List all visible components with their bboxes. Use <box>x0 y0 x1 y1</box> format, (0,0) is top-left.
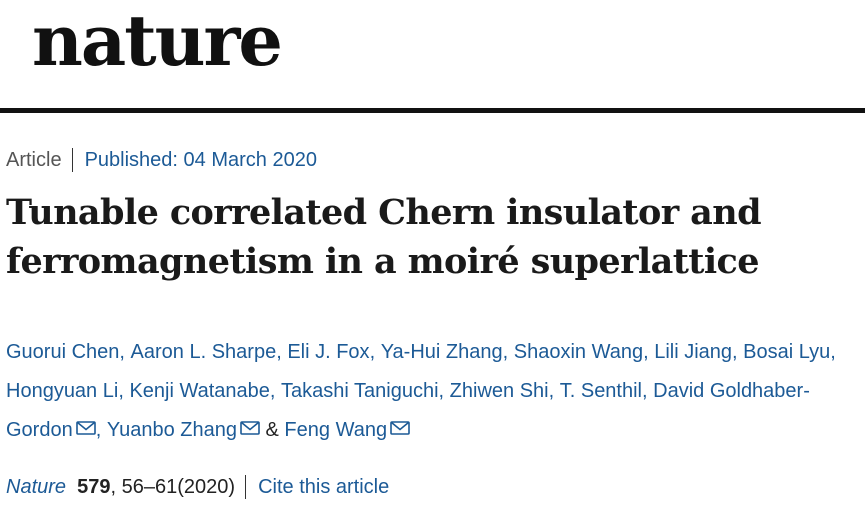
author-name[interactable]: Yuanbo Zhang <box>106 419 237 441</box>
article-type: Article <box>6 148 62 171</box>
journal-name[interactable]: Nature <box>6 475 67 498</box>
envelope-icon[interactable] <box>390 421 410 435</box>
author-name[interactable]: Ya-Hui Zhang <box>380 341 503 363</box>
author-separator: , <box>548 380 560 402</box>
author-separator: , <box>502 341 514 363</box>
author-item: Aaron L. Sharpe, <box>131 341 288 363</box>
author-separator: , <box>276 341 288 363</box>
author-item: Hongyuan Li, <box>6 380 129 402</box>
author-item: Zhiwen Shi, <box>450 380 560 402</box>
citation-divider <box>245 475 247 499</box>
meta-divider <box>71 148 73 172</box>
header-rule <box>0 108 865 113</box>
author-separator: , <box>269 380 282 402</box>
author-name[interactable]: Eli J. Fox <box>287 341 370 363</box>
author-item: Kenji Watanabe, <box>129 380 281 402</box>
author-separator: , <box>830 341 836 363</box>
author-separator: , <box>642 380 654 402</box>
cite-this-article-link[interactable]: Cite this article <box>258 475 390 498</box>
published-date: Published: 04 March 2020 <box>84 148 317 171</box>
author-item: Shaoxin Wang, <box>514 341 654 363</box>
author-item: Guorui Chen, <box>6 341 131 363</box>
author-separator: , <box>438 380 450 402</box>
author-name[interactable]: Kenji Watanabe <box>129 380 270 402</box>
author-item: T. Senthil, <box>560 380 653 402</box>
author-name[interactable]: Zhiwen Shi <box>449 380 549 402</box>
citation-line: Nature 579 , 56–61(2020) Cite this artic… <box>6 475 389 499</box>
author-name[interactable]: T. Senthil <box>559 380 642 402</box>
author-separator: , <box>95 419 107 441</box>
author-item: Feng Wang <box>284 419 410 441</box>
author-separator: , <box>119 341 131 363</box>
author-item: Yuanbo Zhang & <box>107 419 285 441</box>
author-item: Takashi Taniguchi, <box>281 380 450 402</box>
journal-volume: 579 <box>77 475 111 498</box>
author-name[interactable]: Shaoxin Wang <box>513 341 644 363</box>
author-separator: & <box>259 419 285 441</box>
author-item: Bosai Lyu, <box>743 341 836 363</box>
envelope-icon[interactable] <box>240 421 260 435</box>
journal-pages-year: , 56–61(2020) <box>110 475 236 498</box>
author-name[interactable]: Hongyuan Li <box>6 380 119 402</box>
author-item: Lili Jiang, <box>654 341 743 363</box>
author-name[interactable]: Guorui Chen <box>6 341 120 363</box>
author-separator: , <box>118 380 130 402</box>
article-meta: Article Published: 04 March 2020 <box>6 148 317 172</box>
envelope-icon[interactable] <box>75 421 96 435</box>
author-name[interactable]: Bosai Lyu <box>743 341 831 363</box>
author-name[interactable]: Takashi Taniguchi <box>281 380 439 402</box>
author-name[interactable]: Aaron L. Sharpe <box>130 341 277 363</box>
author-name[interactable]: Feng Wang <box>284 419 388 441</box>
author-item: Eli J. Fox, <box>287 341 380 363</box>
author-item: Ya-Hui Zhang, <box>381 341 514 363</box>
author-separator: , <box>643 341 655 363</box>
author-list: Guorui Chen, Aaron L. Sharpe, Eli J. Fox… <box>6 333 856 450</box>
author-name[interactable]: Lili Jiang <box>654 341 733 363</box>
nature-logo[interactable]: nature <box>32 0 283 82</box>
article-title: Tunable correlated Chern insulator and f… <box>6 192 762 282</box>
author-item: David Goldhaber-Gordon, <box>6 380 810 441</box>
author-name[interactable]: David Goldhaber-Gordon <box>6 380 810 441</box>
author-separator: , <box>732 341 744 363</box>
author-separator: , <box>369 341 381 363</box>
